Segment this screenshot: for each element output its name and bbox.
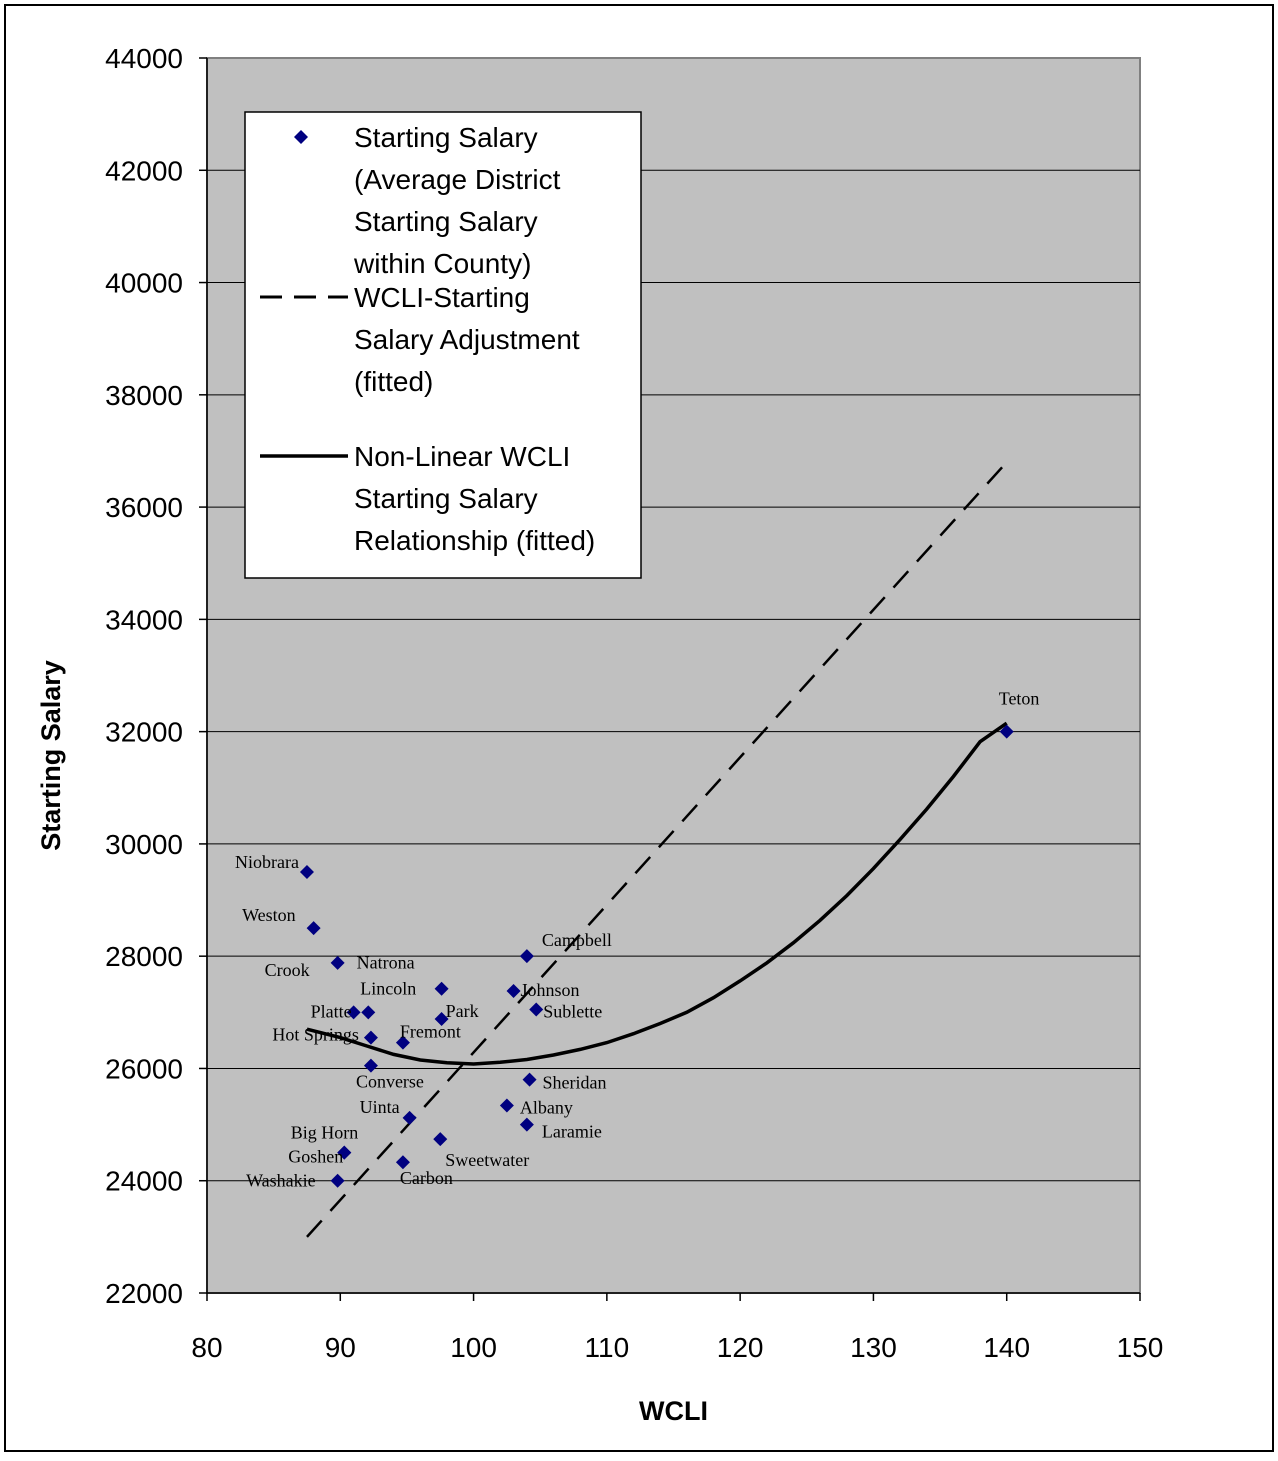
point-label-laramie: Laramie [542, 1122, 602, 1142]
x-tick-label-110: 110 [585, 1332, 630, 1363]
point-label-uinta: Uinta [360, 1097, 400, 1117]
point-label-weston: Weston [242, 905, 296, 925]
point-fremont [395, 1035, 410, 1050]
point-sweetwater [433, 1132, 448, 1147]
point-campbell [519, 949, 534, 964]
point-label-platte: Platte [311, 1001, 352, 1021]
point-label-natrona: Natrona [357, 953, 415, 973]
x-tick-label-120: 120 [717, 1332, 764, 1363]
y-tick-label-42000: 42000 [105, 155, 183, 186]
point-label-big-horn: Big Horn [291, 1123, 359, 1143]
nonlinear-fit-line [306, 721, 1008, 1066]
y-axis-title: Starting Salary [36, 660, 66, 851]
y-tick-label-30000: 30000 [105, 829, 183, 860]
point-goshen [337, 1145, 352, 1160]
y-tick-label-32000: 32000 [105, 717, 183, 748]
point-label-sheridan: Sheridan [543, 1073, 607, 1093]
point-converse [363, 1058, 378, 1073]
legend-text-nonlinear-1: Starting Salary [354, 483, 538, 514]
y-tick-label-22000: 22000 [105, 1278, 183, 1309]
point-label-washakie: Washakie [246, 1171, 316, 1191]
point-label-carbon: Carbon [400, 1168, 453, 1188]
point-hot-springs [363, 1030, 378, 1045]
y-tick-label-38000: 38000 [105, 380, 183, 411]
point-teton [999, 724, 1014, 739]
legend-symbol-scatter [294, 130, 308, 144]
y-tick-label-36000: 36000 [105, 492, 183, 523]
point-carbon [395, 1155, 410, 1170]
y-tick-label-34000: 34000 [105, 604, 183, 635]
point-label-park: Park [446, 1001, 479, 1021]
point-sublette [529, 1002, 544, 1017]
y-tick-label-28000: 28000 [105, 941, 183, 972]
fitted-lines [306, 461, 1008, 1238]
point-label-albany: Albany [520, 1098, 573, 1118]
point-lincoln [361, 1005, 376, 1020]
data-points: Niobrara Weston Crook Platte Lincoln Hot Spri… [235, 689, 1039, 1191]
legend-text-scatter-1: (Average District [354, 164, 561, 195]
point-label-sublette: Sublette [543, 1002, 602, 1022]
legend: Starting Salary (Average District Starting… [244, 111, 642, 579]
point-label-teton: Teton [999, 689, 1040, 709]
point-park [434, 1012, 449, 1027]
legend-text-nonlinear-2: Relationship (fitted) [354, 525, 595, 556]
point-albany [499, 1098, 514, 1113]
legend-box [244, 111, 642, 579]
x-tick-label-140: 140 [983, 1332, 1030, 1363]
legend-text-linear-1: Salary Adjustment [354, 324, 580, 355]
point-label-niobrara: Niobrara [235, 852, 299, 872]
point-label-crook: Crook [265, 960, 310, 980]
point-weston [306, 921, 321, 936]
x-tick-label-80: 80 [191, 1332, 222, 1363]
point-sheridan [522, 1072, 537, 1087]
point-label-hot-springs: Hot Springs [272, 1025, 359, 1045]
point-crook [330, 955, 345, 970]
point-johnson [506, 983, 521, 998]
point-label-fremont: Fremont [400, 1022, 461, 1042]
x-axis-title: WCLI [639, 1396, 708, 1426]
point-label-goshen: Goshen [288, 1147, 343, 1167]
y-tick-label-26000: 26000 [105, 1053, 183, 1084]
legend-text-linear-0: WCLI-Starting [354, 282, 530, 313]
point-label-sweetwater: Sweetwater [445, 1150, 529, 1170]
legend-text-nonlinear-0: Non-Linear WCLI [354, 441, 570, 472]
point-washakie [330, 1173, 345, 1188]
legend-text-scatter-2: Starting Salary [354, 206, 538, 237]
point-natrona [434, 981, 449, 996]
axes: 22000 24000 26000 28000 30000 32000 34000 36000… [105, 43, 1163, 1363]
y-tick-label-24000: 24000 [105, 1166, 183, 1197]
x-tick-label-100: 100 [450, 1332, 497, 1363]
point-platte [346, 1005, 361, 1020]
y-tick-label-44000: 44000 [105, 43, 183, 74]
legend-text-scatter-3: within County) [353, 248, 531, 279]
point-label-campbell: Campbell [542, 930, 612, 950]
point-label-johnson: Johnson [521, 980, 580, 1000]
x-tick-label-90: 90 [325, 1332, 356, 1363]
x-tick-label-150: 150 [1117, 1332, 1164, 1363]
legend-text-linear-2: (fitted) [354, 366, 433, 397]
gridlines [207, 169, 1140, 1182]
legend-text-scatter-0: Starting Salary [354, 122, 538, 153]
x-tick-label-130: 130 [850, 1332, 897, 1363]
point-laramie [519, 1117, 534, 1132]
point-niobrara [299, 864, 314, 879]
point-label-lincoln: Lincoln [360, 978, 416, 998]
point-uinta [402, 1110, 417, 1125]
y-tick-label-40000: 40000 [105, 268, 183, 299]
point-label-converse: Converse [356, 1072, 424, 1092]
